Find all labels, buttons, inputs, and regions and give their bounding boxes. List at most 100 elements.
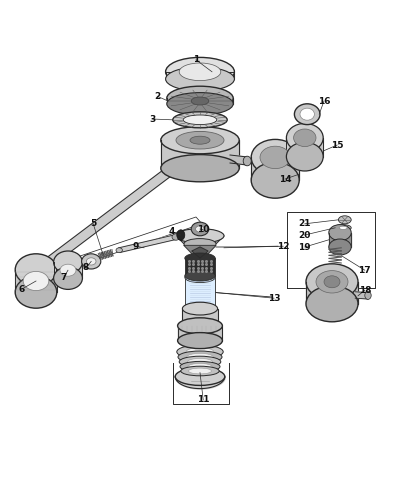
Text: 2: 2: [154, 92, 160, 101]
Ellipse shape: [339, 226, 347, 229]
Ellipse shape: [191, 97, 209, 105]
Text: 5: 5: [90, 219, 96, 228]
Text: 4: 4: [169, 227, 175, 236]
Text: 6: 6: [19, 284, 25, 294]
Ellipse shape: [166, 57, 234, 86]
Ellipse shape: [116, 248, 122, 253]
Bar: [178, 326, 222, 341]
Ellipse shape: [187, 353, 213, 361]
Ellipse shape: [365, 292, 371, 299]
Ellipse shape: [329, 239, 351, 255]
Ellipse shape: [175, 368, 225, 385]
Ellipse shape: [182, 302, 218, 315]
Polygon shape: [54, 262, 82, 278]
Text: 16: 16: [318, 97, 330, 105]
Ellipse shape: [180, 362, 220, 372]
Ellipse shape: [185, 253, 215, 263]
Text: 19: 19: [298, 243, 311, 251]
Ellipse shape: [166, 67, 234, 91]
Ellipse shape: [193, 118, 207, 123]
Ellipse shape: [161, 126, 239, 154]
Polygon shape: [33, 164, 177, 276]
Ellipse shape: [185, 303, 215, 313]
Ellipse shape: [316, 271, 348, 293]
Ellipse shape: [329, 225, 351, 241]
Ellipse shape: [161, 155, 239, 182]
Polygon shape: [329, 233, 351, 247]
Bar: [193, 121, 207, 134]
Text: 1: 1: [193, 55, 199, 64]
Ellipse shape: [176, 131, 224, 149]
Polygon shape: [167, 98, 233, 104]
Ellipse shape: [188, 364, 212, 370]
Polygon shape: [15, 270, 57, 292]
Text: 7: 7: [61, 273, 67, 281]
Ellipse shape: [167, 86, 233, 110]
Ellipse shape: [173, 112, 227, 128]
Ellipse shape: [23, 271, 49, 291]
Polygon shape: [161, 140, 239, 168]
Ellipse shape: [177, 345, 223, 359]
Ellipse shape: [188, 359, 212, 365]
Text: 18: 18: [358, 286, 371, 295]
Polygon shape: [192, 247, 208, 258]
Ellipse shape: [306, 286, 358, 322]
Text: 15: 15: [331, 140, 344, 150]
Ellipse shape: [251, 162, 299, 198]
Ellipse shape: [15, 276, 57, 308]
Ellipse shape: [177, 230, 185, 240]
Ellipse shape: [294, 129, 316, 147]
Ellipse shape: [179, 63, 221, 81]
Text: 12: 12: [277, 242, 290, 251]
Ellipse shape: [300, 108, 314, 120]
Ellipse shape: [286, 123, 323, 152]
Ellipse shape: [54, 267, 82, 289]
Ellipse shape: [294, 104, 320, 124]
Ellipse shape: [193, 131, 207, 137]
Ellipse shape: [286, 142, 323, 171]
Ellipse shape: [86, 258, 96, 265]
Ellipse shape: [60, 264, 76, 276]
Bar: [182, 309, 218, 325]
Ellipse shape: [190, 136, 210, 144]
Polygon shape: [230, 155, 247, 165]
Ellipse shape: [243, 156, 251, 166]
Ellipse shape: [184, 239, 216, 249]
Ellipse shape: [191, 222, 209, 236]
Polygon shape: [166, 72, 234, 79]
Ellipse shape: [188, 368, 212, 374]
Ellipse shape: [181, 366, 219, 376]
Ellipse shape: [178, 318, 222, 334]
Ellipse shape: [178, 332, 222, 348]
Bar: [185, 258, 215, 276]
Ellipse shape: [82, 254, 101, 269]
Polygon shape: [286, 138, 323, 156]
Ellipse shape: [167, 93, 233, 115]
Text: 14: 14: [279, 174, 292, 184]
Ellipse shape: [185, 271, 215, 281]
Ellipse shape: [185, 272, 215, 282]
Bar: [185, 278, 215, 308]
Ellipse shape: [335, 225, 351, 231]
Ellipse shape: [324, 276, 340, 288]
Ellipse shape: [176, 228, 224, 243]
Text: 8: 8: [83, 263, 89, 272]
Ellipse shape: [186, 347, 214, 356]
Polygon shape: [306, 282, 358, 304]
Text: 9: 9: [133, 242, 139, 251]
Text: 21: 21: [298, 219, 311, 228]
Ellipse shape: [15, 254, 57, 286]
Polygon shape: [184, 245, 216, 256]
Polygon shape: [119, 235, 176, 253]
Ellipse shape: [183, 115, 217, 124]
Ellipse shape: [306, 264, 358, 300]
Text: 20: 20: [299, 230, 311, 240]
Text: 17: 17: [358, 266, 371, 275]
Text: 10: 10: [197, 226, 209, 234]
Ellipse shape: [178, 351, 222, 363]
Ellipse shape: [196, 226, 204, 232]
Polygon shape: [176, 236, 224, 244]
Ellipse shape: [179, 356, 221, 367]
Ellipse shape: [251, 139, 299, 175]
Polygon shape: [355, 292, 368, 299]
